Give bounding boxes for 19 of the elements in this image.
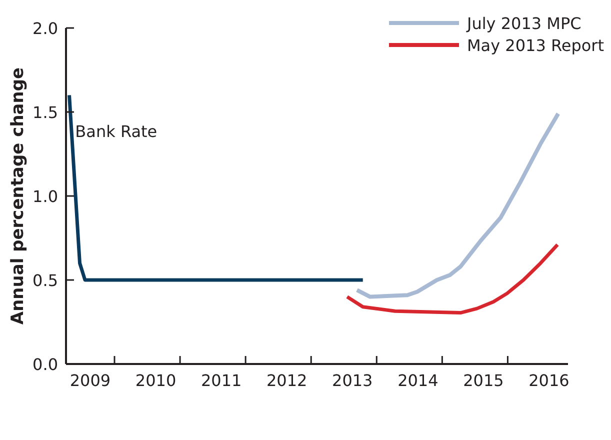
y-tick-label: 1.0 <box>32 187 58 206</box>
y-tick-label: 0.5 <box>32 271 58 290</box>
x-tick-label: 2016 <box>528 371 570 390</box>
x-tick-label: 2015 <box>463 371 504 390</box>
line-series <box>345 242 560 315</box>
x-tick-label: 2010 <box>135 371 176 390</box>
x-tick-label: 2011 <box>200 371 242 390</box>
y-tick-label: 0.0 <box>32 355 58 374</box>
y-axis-title: Annual percentage change <box>8 67 28 325</box>
annotation: Bank Rate <box>75 122 158 142</box>
legend-label: May 2013 Report <box>466 36 604 54</box>
y-tick-label: 1.5 <box>32 103 58 122</box>
x-tick-label: 2014 <box>398 371 438 390</box>
x-tick-label: 2013 <box>332 371 373 390</box>
line-series <box>354 112 560 299</box>
x-tick-label: 2012 <box>266 371 308 390</box>
x-tick-label: 2009 <box>70 371 111 390</box>
legend-label: July 2013 MPC <box>466 14 582 32</box>
y-tick-label: 2.0 <box>32 19 58 38</box>
